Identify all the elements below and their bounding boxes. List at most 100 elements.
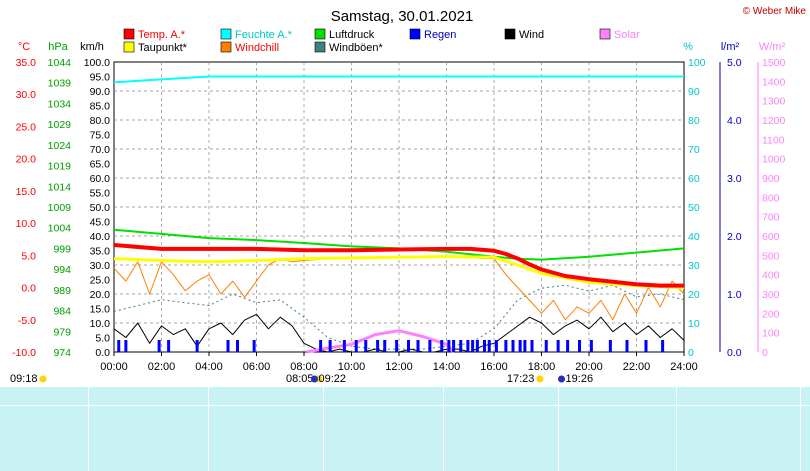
tick-label-x: 12:00 xyxy=(385,361,413,373)
tick-label-rain: 2.0 xyxy=(727,231,742,243)
rain-bar xyxy=(566,340,570,352)
rain-bar xyxy=(383,340,387,352)
table-divider xyxy=(558,387,559,471)
tick-label-humidity: 20 xyxy=(688,289,700,301)
rain-bar xyxy=(466,340,470,352)
rain-bar xyxy=(459,340,463,352)
tick-label-rain: 4.0 xyxy=(727,115,742,127)
tick-label-temp: 30.0 xyxy=(16,89,37,101)
tick-label-solar: 700 xyxy=(762,212,780,224)
tick-label-wind: 25.0 xyxy=(90,275,111,287)
tick-label-temp: 20.0 xyxy=(16,154,37,166)
tick-label-solar: 1500 xyxy=(762,57,786,69)
rain-bar xyxy=(236,340,239,352)
rain-bar xyxy=(483,340,486,352)
table-divider xyxy=(208,387,209,471)
tick-label-x: 08:00 xyxy=(290,361,318,373)
moon-icon xyxy=(310,375,318,383)
tick-label-solar: 0 xyxy=(762,347,768,359)
event-sunrise: 08:05 xyxy=(286,373,314,385)
series-line-windben xyxy=(113,284,685,350)
tick-label-pressure: 1029 xyxy=(48,119,72,131)
axis-unit-labels: °C hPa km/h% l/m² W/m² xyxy=(18,41,786,53)
tick-label-pressure: 994 xyxy=(53,264,71,276)
rain-bar xyxy=(117,340,121,352)
tick-label-pressure: 999 xyxy=(53,243,71,255)
rain-bar xyxy=(376,340,380,352)
tick-label-wind: 55.0 xyxy=(90,188,111,200)
tick-label-wind: 100.0 xyxy=(84,57,110,69)
legend-label: Windböen* xyxy=(329,42,384,54)
tick-label-solar: 100 xyxy=(762,328,780,340)
rain-bar xyxy=(494,340,498,352)
event-moonset: 09:22 xyxy=(318,373,346,385)
rain-bar xyxy=(407,340,410,352)
axis-unit-wind: km/h xyxy=(80,41,104,53)
rain-bar xyxy=(395,340,399,352)
rain-bar xyxy=(428,340,432,352)
sun-events: 09:18 08:05 09:22 17:23 19:26 xyxy=(10,373,593,385)
legend-label: Taupunkt* xyxy=(138,42,188,54)
tick-label-pressure: 979 xyxy=(53,326,71,338)
legend-label: Wind xyxy=(519,29,544,41)
legend-swatch xyxy=(123,41,135,53)
axis-ticks: 35.0 30.0 25.0 20.0 15.0 10.0 5.0 0.0 -5.0 -10.0 1… xyxy=(12,57,785,373)
tick-label-humidity: 40 xyxy=(688,231,700,243)
tick-label-pressure: 1034 xyxy=(48,98,72,110)
axis-unit-solar: W/m² xyxy=(759,41,786,53)
legend-swatch xyxy=(220,41,232,53)
tick-label-temp: 0.0 xyxy=(21,283,36,295)
tick-label-x: 00:00 xyxy=(100,361,128,373)
legend-swatch xyxy=(123,28,135,40)
rain-bar xyxy=(471,340,475,352)
tick-label-wind: 0.0 xyxy=(95,347,110,359)
tick-label-x: 22:00 xyxy=(623,361,651,373)
tick-label-temp: 35.0 xyxy=(16,57,37,69)
rain-bar xyxy=(364,340,368,352)
legend: Temp. A.* Feuchte A.* Luftdruck Regen Wind So… xyxy=(123,28,640,54)
tick-label-x: 16:00 xyxy=(480,361,508,373)
tick-label-pressure: 984 xyxy=(53,306,71,318)
tick-label-solar: 1200 xyxy=(762,115,786,127)
legend-swatch xyxy=(314,41,326,53)
tick-label-wind: 75.0 xyxy=(90,130,111,142)
tick-label-temp: 15.0 xyxy=(16,186,37,198)
tick-label-temp: 10.0 xyxy=(16,218,37,230)
tick-label-solar: 1000 xyxy=(762,154,786,166)
rain-bar xyxy=(195,340,199,352)
tick-label-wind: 20.0 xyxy=(90,289,111,301)
legend-swatch xyxy=(504,28,516,40)
weather-chart: Samstag, 30.01.2021 © Weber Mike Temp. A… xyxy=(10,6,807,385)
axis-unit-humidity: % xyxy=(683,41,693,53)
legend-label: Windchill xyxy=(235,42,279,54)
tick-label-wind: 70.0 xyxy=(90,144,111,156)
rain-bar xyxy=(589,340,593,352)
table-divider xyxy=(676,387,677,471)
rain-bar xyxy=(644,340,648,352)
rain-bar xyxy=(661,340,665,352)
legend-swatch xyxy=(599,28,611,40)
credit-text: © Weber Mike xyxy=(743,6,807,17)
tick-label-solar: 300 xyxy=(762,289,780,301)
legend-label: Solar xyxy=(614,29,640,41)
tick-label-wind: 35.0 xyxy=(90,246,111,258)
series-line-wind xyxy=(113,313,685,353)
series-line-taupunkt xyxy=(113,255,685,290)
tick-label-humidity: 100 xyxy=(688,57,706,69)
tick-label-wind: 50.0 xyxy=(90,202,111,214)
rain-bar xyxy=(328,340,332,352)
axis-unit-pressure: hPa xyxy=(48,41,68,53)
tick-label-humidity: 70 xyxy=(688,144,700,156)
table-divider xyxy=(88,387,89,471)
tick-label-pressure: 1019 xyxy=(48,161,72,173)
rain-bar xyxy=(226,340,230,352)
rain-bar xyxy=(530,340,534,352)
legend-label: Temp. A.* xyxy=(138,29,186,41)
tick-label-wind: 60.0 xyxy=(90,173,111,185)
tick-label-temp: -5.0 xyxy=(18,315,36,327)
tick-label-wind: 65.0 xyxy=(90,159,111,171)
tick-label-wind: 45.0 xyxy=(90,217,111,229)
table-divider xyxy=(323,387,324,471)
tick-label-wind: 15.0 xyxy=(90,304,111,316)
tick-label-rain: 0.0 xyxy=(727,347,742,359)
